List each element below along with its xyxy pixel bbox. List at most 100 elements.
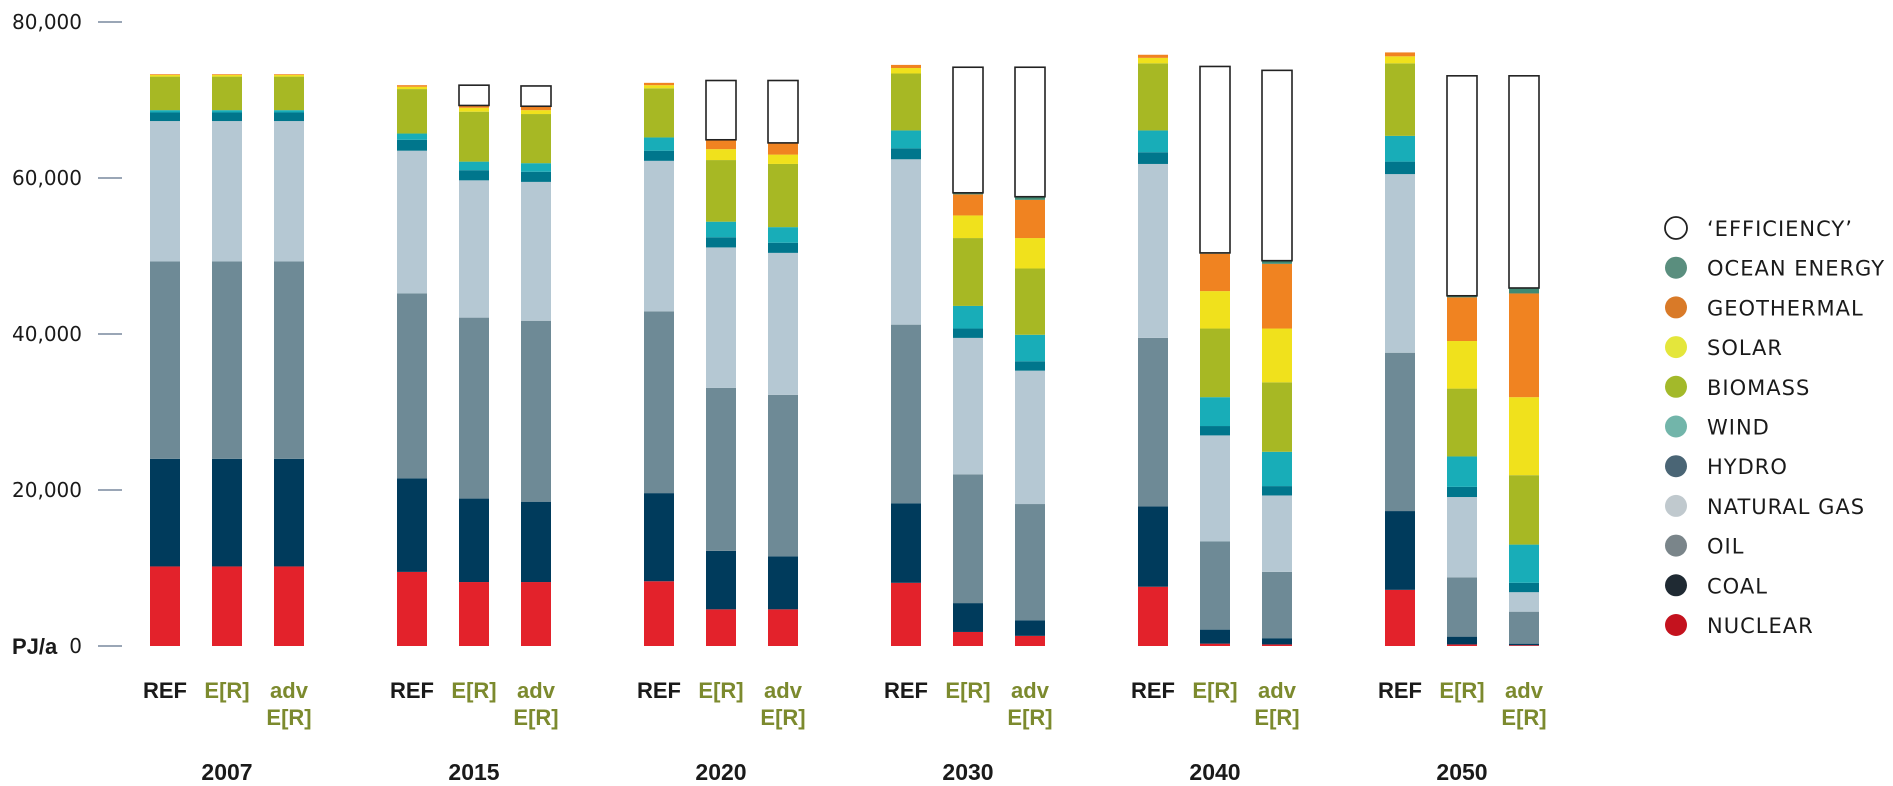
- segment-coal: [1385, 511, 1415, 590]
- legend-item-wind: WIND: [1665, 415, 1769, 440]
- segment-oil: [1262, 571, 1292, 639]
- segment-solar: [1509, 397, 1539, 476]
- legend-item-natural_gas: NATURAL GAS: [1665, 494, 1865, 519]
- segment-natural_gas: [644, 160, 674, 312]
- segment-hydro: [397, 139, 427, 151]
- bar-label: adv: [1011, 678, 1050, 703]
- legend-label: NUCLEAR: [1707, 614, 1814, 638]
- legend-swatch: [1665, 336, 1687, 359]
- segment-natural_gas: [1262, 495, 1292, 572]
- legend-label: OCEAN ENERGY: [1707, 257, 1885, 281]
- segment-solar: [768, 154, 798, 164]
- segment-wind: [1385, 135, 1415, 162]
- segment-biomass: [1138, 63, 1168, 131]
- segment-oil: [1138, 337, 1168, 507]
- year-label: 2020: [695, 759, 746, 785]
- segment-natural_gas: [521, 181, 551, 321]
- segment-oil: [397, 293, 427, 479]
- segment-nuclear: [1509, 645, 1539, 646]
- bar-2040-1: [1199, 65, 1231, 646]
- segment-solar: [891, 68, 921, 74]
- segment-hydro: [768, 242, 798, 253]
- segment-geothermal: [1509, 293, 1539, 398]
- bar-label: E[R]: [1192, 678, 1237, 703]
- year-label: 2050: [1436, 759, 1487, 785]
- segment-wind: [1200, 397, 1230, 427]
- segment-hydro: [150, 112, 180, 122]
- legend-swatch: [1664, 216, 1688, 240]
- bar-label: E[R]: [1501, 705, 1546, 730]
- segment-oil: [459, 317, 489, 499]
- segment-natural_gas: [150, 121, 180, 262]
- segment-nuclear: [1015, 635, 1045, 646]
- segment-coal: [1262, 638, 1292, 645]
- bar-label: E[R]: [760, 705, 805, 730]
- segment-nuclear: [953, 631, 983, 646]
- segment-nuclear: [891, 582, 921, 646]
- year-label: 2007: [201, 759, 252, 785]
- bar-label: E[R]: [513, 705, 558, 730]
- segment-solar: [644, 85, 674, 89]
- bar-2040-2: [1261, 69, 1293, 646]
- segment-geothermal: [1262, 263, 1292, 329]
- segment-ocean: [1509, 287, 1539, 294]
- segment-nuclear: [1138, 586, 1168, 646]
- legend-label: BIOMASS: [1707, 376, 1810, 400]
- segment-oil: [768, 394, 798, 557]
- segment-geothermal: [1138, 54, 1168, 58]
- segment-oil: [1509, 611, 1539, 644]
- segment-nuclear: [1262, 644, 1292, 646]
- legend-item-ocean: OCEAN ENERGY: [1665, 256, 1885, 281]
- y-unit-label: PJ/a: [12, 634, 58, 659]
- segment-biomass: [1447, 388, 1477, 457]
- y-tick-label: 20,000: [12, 478, 82, 502]
- segment-nuclear: [768, 609, 798, 646]
- segment-biomass: [891, 73, 921, 131]
- segment-hydro: [274, 112, 304, 122]
- segment-geothermal: [212, 74, 242, 76]
- bar-label: REF: [637, 678, 681, 703]
- segment-geothermal: [1015, 199, 1045, 239]
- segment-geothermal: [521, 106, 551, 111]
- bar-label: E[R]: [1007, 705, 1052, 730]
- segment-geothermal: [1447, 297, 1477, 342]
- segment-solar: [212, 75, 242, 77]
- segment-coal: [521, 501, 551, 583]
- segment-coal: [1200, 629, 1230, 644]
- segment-geothermal: [768, 142, 798, 155]
- segment-solar: [1385, 56, 1415, 64]
- segment-efficiency: [767, 79, 799, 144]
- year-label: 2030: [942, 759, 993, 785]
- legend-swatch: [1665, 534, 1687, 557]
- legend-label: NATURAL GAS: [1707, 495, 1865, 519]
- segment-biomass: [1262, 382, 1292, 452]
- segment-wind: [768, 227, 798, 243]
- legend-item-biomass: BIOMASS: [1665, 375, 1810, 400]
- legend-item-geothermal: GEOTHERMAL: [1665, 296, 1863, 320]
- bar-label: E[R]: [204, 678, 249, 703]
- segment-natural_gas: [1509, 592, 1539, 612]
- segment-wind: [150, 110, 180, 113]
- segment-biomass: [768, 163, 798, 228]
- segment-wind: [274, 110, 304, 113]
- segment-oil: [706, 387, 736, 551]
- legend-label: ‘EFFICIENCY’: [1707, 217, 1853, 241]
- bar-label: REF: [884, 678, 928, 703]
- segment-solar: [459, 107, 489, 112]
- segment-nuclear: [706, 609, 736, 646]
- y-tick-label: 80,000: [12, 10, 82, 34]
- segment-coal: [459, 498, 489, 583]
- segment-efficiency: [1261, 69, 1293, 262]
- segment-coal: [150, 458, 180, 567]
- legend-label: COAL: [1707, 574, 1768, 598]
- segment-wind: [212, 110, 242, 113]
- segment-coal: [1015, 620, 1045, 636]
- segment-biomass: [1015, 268, 1045, 335]
- segment-oil: [644, 311, 674, 494]
- segment-nuclear: [274, 566, 304, 646]
- segment-solar: [1262, 328, 1292, 383]
- segment-efficiency: [1199, 65, 1231, 254]
- bar-2015-0: [397, 85, 427, 646]
- bar-2007-1: [212, 74, 242, 646]
